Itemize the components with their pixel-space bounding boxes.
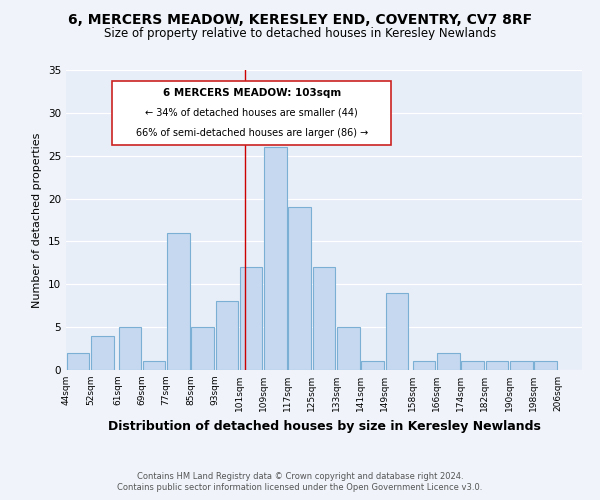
FancyBboxPatch shape: [112, 80, 391, 145]
Text: ← 34% of detached houses are smaller (44): ← 34% of detached houses are smaller (44…: [145, 108, 358, 118]
Bar: [535, 362, 557, 370]
Text: Contains HM Land Registry data © Crown copyright and database right 2024.: Contains HM Land Registry data © Crown c…: [137, 472, 463, 481]
Text: Size of property relative to detached houses in Keresley Newlands: Size of property relative to detached ho…: [104, 28, 496, 40]
Text: Contains public sector information licensed under the Open Government Licence v3: Contains public sector information licen…: [118, 484, 482, 492]
Bar: [143, 362, 165, 370]
Y-axis label: Number of detached properties: Number of detached properties: [32, 132, 43, 308]
Bar: [313, 267, 335, 370]
Bar: [486, 362, 508, 370]
Bar: [361, 362, 384, 370]
Bar: [191, 327, 214, 370]
Bar: [91, 336, 113, 370]
Bar: [461, 362, 484, 370]
Bar: [67, 353, 89, 370]
Bar: [437, 353, 460, 370]
Text: 6 MERCERS MEADOW: 103sqm: 6 MERCERS MEADOW: 103sqm: [163, 88, 341, 99]
Bar: [289, 207, 311, 370]
Bar: [167, 233, 190, 370]
X-axis label: Distribution of detached houses by size in Keresley Newlands: Distribution of detached houses by size …: [107, 420, 541, 432]
Text: 66% of semi-detached houses are larger (86) →: 66% of semi-detached houses are larger (…: [136, 128, 368, 138]
Bar: [264, 147, 287, 370]
Bar: [386, 293, 408, 370]
Bar: [337, 327, 359, 370]
Text: 6, MERCERS MEADOW, KERESLEY END, COVENTRY, CV7 8RF: 6, MERCERS MEADOW, KERESLEY END, COVENTR…: [68, 12, 532, 26]
Bar: [119, 327, 141, 370]
Bar: [215, 302, 238, 370]
Bar: [510, 362, 533, 370]
Bar: [240, 267, 262, 370]
Bar: [413, 362, 436, 370]
